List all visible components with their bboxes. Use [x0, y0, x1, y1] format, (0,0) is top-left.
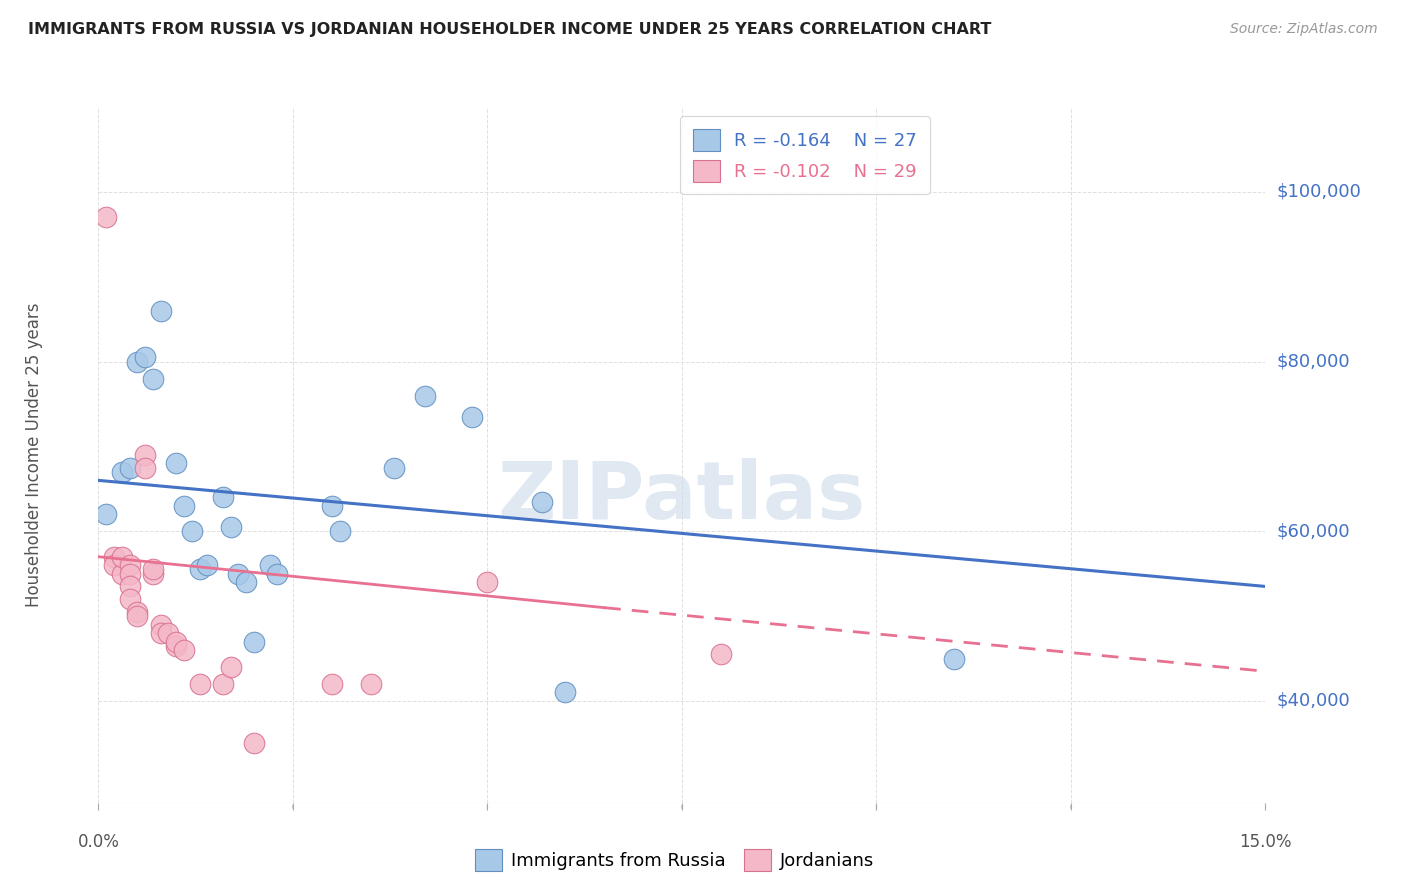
Legend: Immigrants from Russia, Jordanians: Immigrants from Russia, Jordanians: [468, 842, 882, 879]
Point: [219, 520, 242, 534]
Point: [118, 579, 141, 593]
Point: [228, 566, 250, 581]
Point: [173, 643, 195, 657]
Text: Source: ZipAtlas.com: Source: ZipAtlas.com: [1230, 22, 1378, 37]
Point: [142, 562, 165, 576]
Point: [413, 388, 436, 402]
Point: [259, 558, 281, 573]
Point: [149, 303, 172, 318]
Point: [554, 685, 576, 699]
Point: [127, 605, 149, 619]
Text: $60,000: $60,000: [1277, 523, 1350, 541]
Point: [165, 639, 187, 653]
Point: [195, 558, 218, 573]
Point: [461, 409, 484, 424]
Point: [134, 448, 156, 462]
Point: [219, 660, 242, 674]
Legend: R = -0.164    N = 27, R = -0.102    N = 29: R = -0.164 N = 27, R = -0.102 N = 29: [681, 116, 929, 194]
Point: [243, 634, 266, 648]
Point: [173, 499, 195, 513]
Point: [127, 609, 149, 624]
Point: [321, 499, 343, 513]
Point: [118, 558, 141, 573]
Point: [212, 677, 235, 691]
Point: [321, 677, 343, 691]
Point: [266, 566, 288, 581]
Text: $80,000: $80,000: [1277, 352, 1350, 370]
Text: 0.0%: 0.0%: [77, 833, 120, 851]
Point: [149, 626, 172, 640]
Point: [530, 494, 553, 508]
Point: [142, 371, 165, 385]
Point: [96, 211, 118, 225]
Point: [118, 566, 141, 581]
Point: [710, 648, 733, 662]
Text: $100,000: $100,000: [1277, 183, 1361, 201]
Point: [477, 575, 499, 590]
Point: [111, 549, 134, 564]
Text: ZIPatlas: ZIPatlas: [498, 458, 866, 536]
Point: [134, 460, 156, 475]
Point: [149, 617, 172, 632]
Point: [134, 351, 156, 365]
Point: [142, 566, 165, 581]
Point: [235, 575, 257, 590]
Point: [243, 736, 266, 750]
Point: [111, 465, 134, 479]
Point: [103, 549, 125, 564]
Point: [188, 562, 211, 576]
Text: 15.0%: 15.0%: [1239, 833, 1292, 851]
Point: [103, 558, 125, 573]
Point: [118, 592, 141, 607]
Point: [127, 354, 149, 368]
Point: [118, 460, 141, 475]
Point: [188, 677, 211, 691]
Point: [329, 524, 352, 539]
Text: $40,000: $40,000: [1277, 692, 1350, 710]
Point: [382, 460, 405, 475]
Point: [96, 508, 118, 522]
Point: [943, 651, 966, 665]
Point: [111, 566, 134, 581]
Point: [165, 634, 187, 648]
Point: [212, 491, 235, 505]
Point: [180, 524, 202, 539]
Text: IMMIGRANTS FROM RUSSIA VS JORDANIAN HOUSEHOLDER INCOME UNDER 25 YEARS CORRELATIO: IMMIGRANTS FROM RUSSIA VS JORDANIAN HOUS…: [28, 22, 991, 37]
Text: Householder Income Under 25 years: Householder Income Under 25 years: [25, 302, 44, 607]
Point: [165, 457, 187, 471]
Point: [360, 677, 382, 691]
Point: [157, 626, 180, 640]
